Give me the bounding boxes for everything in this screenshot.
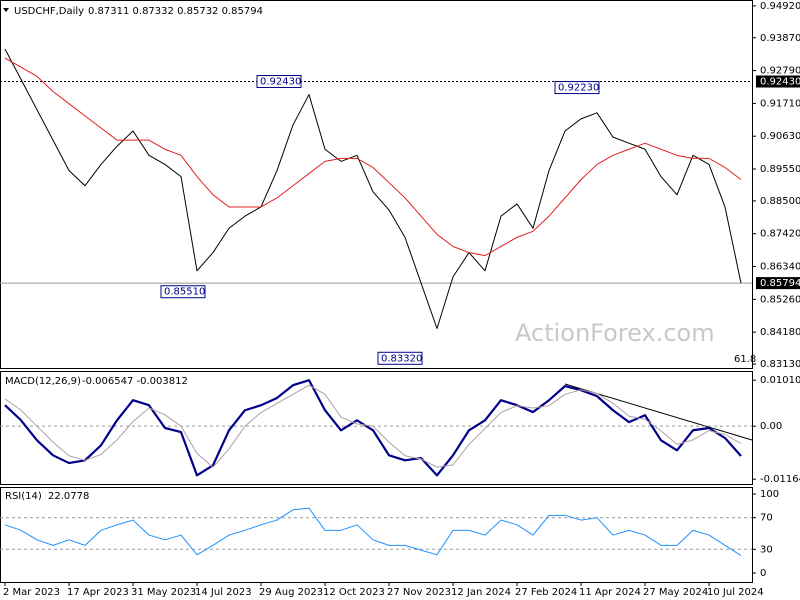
y-tick-label: 30 xyxy=(760,544,773,555)
macd-title: MACD(12,26,9) xyxy=(5,376,81,387)
y-tick-label: 0.83130 xyxy=(760,359,800,370)
watermark: ActionForex.com xyxy=(515,319,715,347)
annotation: 0.92230 xyxy=(558,83,599,94)
y-tick-label: 0.92790 xyxy=(760,66,800,77)
y-tick-label: 0.00 xyxy=(760,421,782,432)
menu-arrow xyxy=(3,8,9,12)
x-tick-label: 27 Feb 2024 xyxy=(515,587,577,598)
x-tick-label: 11 Apr 2024 xyxy=(579,587,641,598)
y-tick-label: 100 xyxy=(760,489,779,500)
x-tick-label: 12 Jan 2024 xyxy=(451,587,511,598)
x-tick-label: 31 May 2023 xyxy=(131,587,196,598)
fib-label: 61.8 xyxy=(734,354,756,365)
macd-subtitle: -0.006547 -0.003812 xyxy=(82,376,188,387)
x-tick-label: 27 Nov 2023 xyxy=(387,587,451,598)
rsi-panel xyxy=(0,487,753,583)
series-line xyxy=(4,57,742,257)
series-line xyxy=(4,48,742,330)
y-tick-label: 70 xyxy=(760,513,773,524)
annotation-box xyxy=(160,285,206,299)
x-tick-label: 10 Jul 2024 xyxy=(707,587,764,598)
series-line xyxy=(4,507,742,556)
x-tick-label: 14 Jul 2023 xyxy=(195,587,252,598)
annotation: 0.85510 xyxy=(164,287,205,298)
y-tick-label: 0.84180 xyxy=(760,327,800,338)
series-line xyxy=(4,384,742,468)
x-tick-label: 2 Mar 2023 xyxy=(3,587,60,598)
y-tick-label: 0.86340 xyxy=(760,262,800,273)
annotation-box xyxy=(554,81,600,95)
y-tick-label: 0.94920 xyxy=(760,1,800,12)
level-label: 0.85794 xyxy=(760,278,800,289)
y-tick-label: 0.010101 xyxy=(760,375,800,386)
chart-title: USDCHF,Daily xyxy=(14,6,84,17)
annotation: 0.83320 xyxy=(381,353,422,364)
y-tick-label: 0.90630 xyxy=(760,131,800,142)
rsi-subtitle: 22.0778 xyxy=(48,491,89,502)
rsi-title: RSI(14) xyxy=(5,491,42,502)
macd-panel xyxy=(0,371,753,485)
x-tick-label: 27 May 2024 xyxy=(643,587,708,598)
level-label-box xyxy=(756,75,800,88)
y-tick-label: 0 xyxy=(760,568,766,579)
y-tick-label: 0.93870 xyxy=(760,33,800,44)
y-tick-label: 0.91710 xyxy=(760,98,800,109)
series-line xyxy=(4,379,742,477)
annotation-box xyxy=(377,351,423,365)
annotation: 0.92430 xyxy=(260,77,301,88)
level-label: 0.92430 xyxy=(760,77,800,88)
y-tick-label: 0.87420 xyxy=(760,229,800,240)
x-tick-label: 17 Apr 2023 xyxy=(67,587,129,598)
level-label-box xyxy=(756,277,800,290)
x-tick-label: 29 Aug 2023 xyxy=(259,587,323,598)
price-panel xyxy=(0,0,753,369)
annotation-box xyxy=(256,75,302,89)
y-tick-label: 0.85260 xyxy=(760,294,800,305)
x-tick-label: 12 Oct 2023 xyxy=(323,587,385,598)
y-tick-label: -0.011645 xyxy=(760,474,800,485)
chart-subtitle: 0.87311 0.87332 0.85732 0.85794 xyxy=(88,6,263,17)
y-tick-label: 0.88500 xyxy=(760,196,800,207)
y-tick-label: 0.89550 xyxy=(760,164,800,175)
